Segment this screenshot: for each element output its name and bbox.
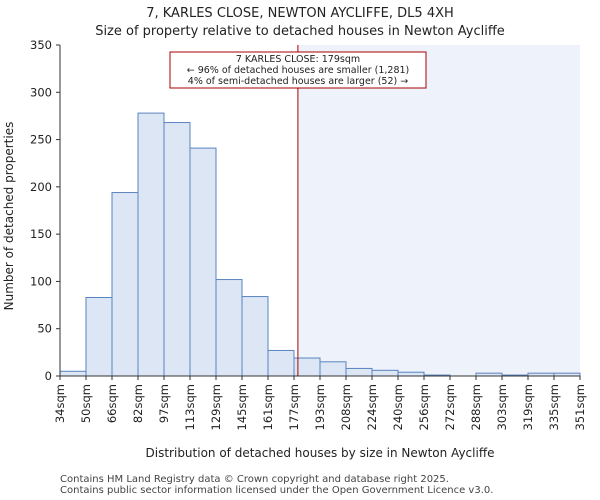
x-tick-label: 240sqm bbox=[391, 384, 405, 430]
x-tick-label: 272sqm bbox=[443, 384, 457, 430]
annotation-line-3: 4% of semi-detached houses are larger (5… bbox=[188, 76, 408, 87]
x-tick-label: 145sqm bbox=[235, 384, 249, 430]
highlight-region bbox=[297, 45, 580, 376]
y-tick-label: 250 bbox=[30, 133, 52, 147]
bar-240sqm bbox=[397, 371, 425, 377]
annotation-line-1: 7 KARLES CLOSE: 179sqm bbox=[236, 54, 360, 65]
x-tick-label: 97sqm bbox=[157, 384, 171, 423]
bar-193sqm bbox=[319, 361, 347, 377]
x-tick-label: 177sqm bbox=[287, 384, 301, 430]
x-axis-label: Distribution of detached houses by size … bbox=[146, 446, 495, 460]
y-axis-label: Number of detached properties bbox=[2, 122, 16, 311]
x-tick-label: 224sqm bbox=[365, 384, 379, 430]
bar-208sqm bbox=[345, 367, 373, 377]
x-tick-label: 129sqm bbox=[209, 384, 223, 430]
annotation-frame bbox=[169, 51, 427, 89]
x-tick-label: 66sqm bbox=[105, 384, 119, 423]
chart-title: 7, KARLES CLOSE, NEWTON AYCLIFFE, DL5 4X… bbox=[146, 6, 454, 21]
x-tick-label: 50sqm bbox=[79, 384, 93, 423]
y-tick-label: 50 bbox=[37, 322, 52, 336]
y-tick-label: 0 bbox=[45, 369, 52, 383]
bar-66sqm bbox=[111, 192, 139, 377]
bar-161sqm bbox=[267, 349, 295, 377]
footer-line-2: Contains public sector information licen… bbox=[60, 485, 494, 496]
x-tick-label: 288sqm bbox=[469, 384, 483, 430]
bar-145sqm bbox=[241, 296, 269, 377]
x-tick-label: 319sqm bbox=[521, 384, 535, 430]
y-tick-label: 100 bbox=[30, 274, 52, 288]
footer-line-1: Contains HM Land Registry data © Crown c… bbox=[60, 474, 449, 485]
x-tick-label: 193sqm bbox=[313, 384, 327, 430]
bar-97sqm bbox=[163, 122, 191, 377]
bar-113sqm bbox=[189, 147, 217, 377]
annotation-line-2: ← 96% of detached houses are smaller (1,… bbox=[187, 65, 410, 76]
bar-34sqm bbox=[59, 370, 87, 377]
chart-subtitle: Size of property relative to detached ho… bbox=[95, 24, 505, 39]
x-tick-label: 303sqm bbox=[495, 384, 509, 430]
bar-50sqm bbox=[85, 297, 113, 377]
bar-82sqm bbox=[137, 112, 165, 377]
x-tick-label: 208sqm bbox=[339, 384, 353, 430]
y-tick-label: 300 bbox=[30, 85, 52, 99]
x-tick-label: 82sqm bbox=[131, 384, 145, 423]
annotation-box: 7 KARLES CLOSE: 179sqm ← 96% of detached… bbox=[169, 51, 427, 89]
bar-224sqm bbox=[371, 369, 399, 377]
x-tick-label: 351sqm bbox=[573, 384, 587, 430]
x-tick-label: 113sqm bbox=[183, 384, 197, 430]
x-tick-label: 335sqm bbox=[547, 384, 561, 430]
bars-group bbox=[59, 112, 581, 377]
x-tick-label: 34sqm bbox=[53, 384, 67, 423]
x-tick-label: 161sqm bbox=[261, 384, 275, 430]
y-tick-label: 350 bbox=[30, 38, 52, 52]
y-tick-label: 150 bbox=[30, 227, 52, 241]
x-axis-ticks: 34sqm 50sqm 66sqm 82sqm 97sqm 113sqm 129sqm 145… bbox=[53, 376, 587, 430]
x-tick-label: 256sqm bbox=[417, 384, 431, 430]
bar-129sqm bbox=[215, 279, 243, 377]
y-axis-ticks: 0 50 100 150 200 250 300 350 bbox=[30, 38, 60, 383]
y-tick-label: 200 bbox=[30, 180, 52, 194]
